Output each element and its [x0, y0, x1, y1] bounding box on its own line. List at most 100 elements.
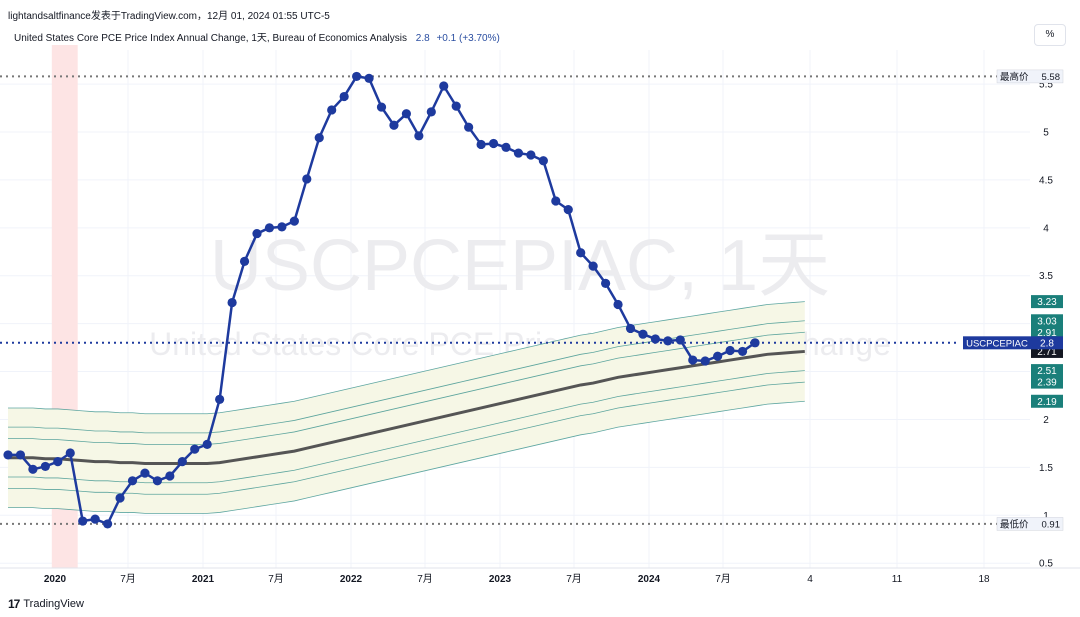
price-label-box [1031, 295, 1063, 309]
series-point[interactable] [613, 299, 623, 310]
series-point[interactable] [401, 109, 411, 119]
series [3, 71, 760, 529]
reference-lines [0, 75, 1030, 525]
y-tick-label: 3.5 [1039, 271, 1053, 282]
series-point[interactable] [215, 394, 225, 404]
series-point[interactable] [352, 71, 362, 82]
price-label-text: 2.19 [1037, 397, 1057, 408]
band-line [8, 370, 805, 484]
price-label-text: 2.91 [1037, 328, 1057, 339]
y-tick-label: 1 [1043, 511, 1049, 522]
series-point[interactable] [202, 439, 212, 449]
series-point[interactable] [252, 228, 262, 239]
series-point[interactable] [675, 335, 685, 345]
series-legend[interactable]: United States Core PCE Price Index Annua… [14, 29, 500, 44]
price-label-box [1031, 394, 1063, 408]
price-label-text: 2.71 [1037, 347, 1057, 358]
series-point[interactable] [725, 345, 735, 356]
series-point[interactable] [538, 156, 548, 166]
series-point[interactable] [3, 450, 13, 460]
series-point[interactable] [90, 514, 100, 524]
series-point[interactable] [327, 105, 337, 115]
series-point[interactable] [264, 223, 275, 233]
last-value-box [1031, 336, 1063, 350]
series-point[interactable] [177, 457, 187, 467]
series-point[interactable] [127, 476, 138, 486]
x-tick-label: 2020 [44, 574, 67, 585]
price-label-text: 3.23 [1037, 297, 1057, 308]
series-point[interactable] [464, 122, 474, 132]
series-point[interactable] [314, 133, 324, 143]
series-point[interactable] [364, 73, 374, 83]
series-point[interactable] [302, 174, 312, 184]
series-point[interactable] [663, 336, 673, 346]
series-point[interactable] [115, 493, 125, 503]
series-point[interactable] [476, 139, 486, 150]
y-tick-label: 1.5 [1039, 463, 1053, 474]
brand-name: TradingView [23, 598, 84, 610]
series-point[interactable] [140, 468, 150, 478]
x-tick-label: 7月 [268, 573, 284, 585]
band-line [8, 301, 805, 415]
series-point[interactable] [239, 256, 250, 266]
x-tick-label: 18 [978, 574, 990, 585]
series-point[interactable] [227, 297, 237, 308]
y-tick-label: 5 [1043, 127, 1049, 138]
percent-scale-button[interactable]: % [1034, 24, 1066, 46]
series-point[interactable] [439, 81, 449, 91]
series-point[interactable] [750, 338, 760, 348]
series-point[interactable] [526, 150, 536, 160]
band-line [8, 320, 805, 434]
series-point[interactable] [601, 278, 611, 288]
x-tick-label: 4 [807, 574, 813, 585]
series-point[interactable] [190, 444, 200, 454]
series-point[interactable] [737, 346, 748, 357]
brand[interactable]: 17 TradingView [8, 597, 84, 611]
series-point[interactable] [65, 448, 75, 458]
band-fill [8, 301, 805, 514]
x-tick-label: 7月 [120, 573, 136, 585]
series-point[interactable] [15, 450, 26, 460]
price-label-text: 2.39 [1037, 378, 1057, 389]
low-label-value: 0.91 [1042, 519, 1061, 530]
series-point[interactable] [638, 329, 648, 339]
x-tick-label: 11 [892, 574, 903, 585]
series-point[interactable] [53, 457, 63, 467]
series-point[interactable] [78, 516, 88, 526]
series-point[interactable] [277, 222, 287, 232]
series-point[interactable] [551, 196, 561, 206]
x-tick-label: 2022 [340, 574, 363, 585]
series-point[interactable] [103, 519, 113, 529]
series-point[interactable] [165, 471, 175, 481]
series-point[interactable] [513, 148, 524, 158]
series-point[interactable] [576, 248, 586, 258]
series-point[interactable] [588, 261, 598, 271]
series-point[interactable] [713, 351, 723, 361]
series-point[interactable] [339, 91, 349, 102]
series-point[interactable] [289, 216, 299, 226]
series-change: +0.1 (+3.70%) [436, 33, 500, 44]
series-point[interactable] [625, 323, 636, 334]
y-tick-label: 4 [1043, 223, 1049, 234]
y-tick-label: 2 [1043, 415, 1049, 426]
series-point[interactable] [501, 142, 511, 152]
band-line [8, 331, 805, 445]
series-point[interactable] [563, 205, 573, 215]
series-point[interactable] [389, 120, 399, 130]
series-point[interactable] [488, 138, 499, 149]
y-tick-label: 0.5 [1039, 559, 1053, 570]
series-point[interactable] [152, 476, 162, 486]
series-point[interactable] [28, 464, 38, 474]
x-tick-label: 7月 [417, 573, 433, 585]
series-point[interactable] [40, 461, 50, 472]
series-point[interactable] [650, 334, 661, 344]
series-point[interactable] [451, 101, 461, 111]
high-label-value: 5.58 [1042, 72, 1061, 83]
x-tick-label: 7月 [715, 573, 731, 585]
series-point[interactable] [688, 355, 698, 365]
series-point[interactable] [426, 107, 436, 117]
series-point[interactable] [700, 356, 710, 366]
series-point[interactable] [414, 131, 424, 141]
series-point[interactable] [376, 102, 387, 112]
